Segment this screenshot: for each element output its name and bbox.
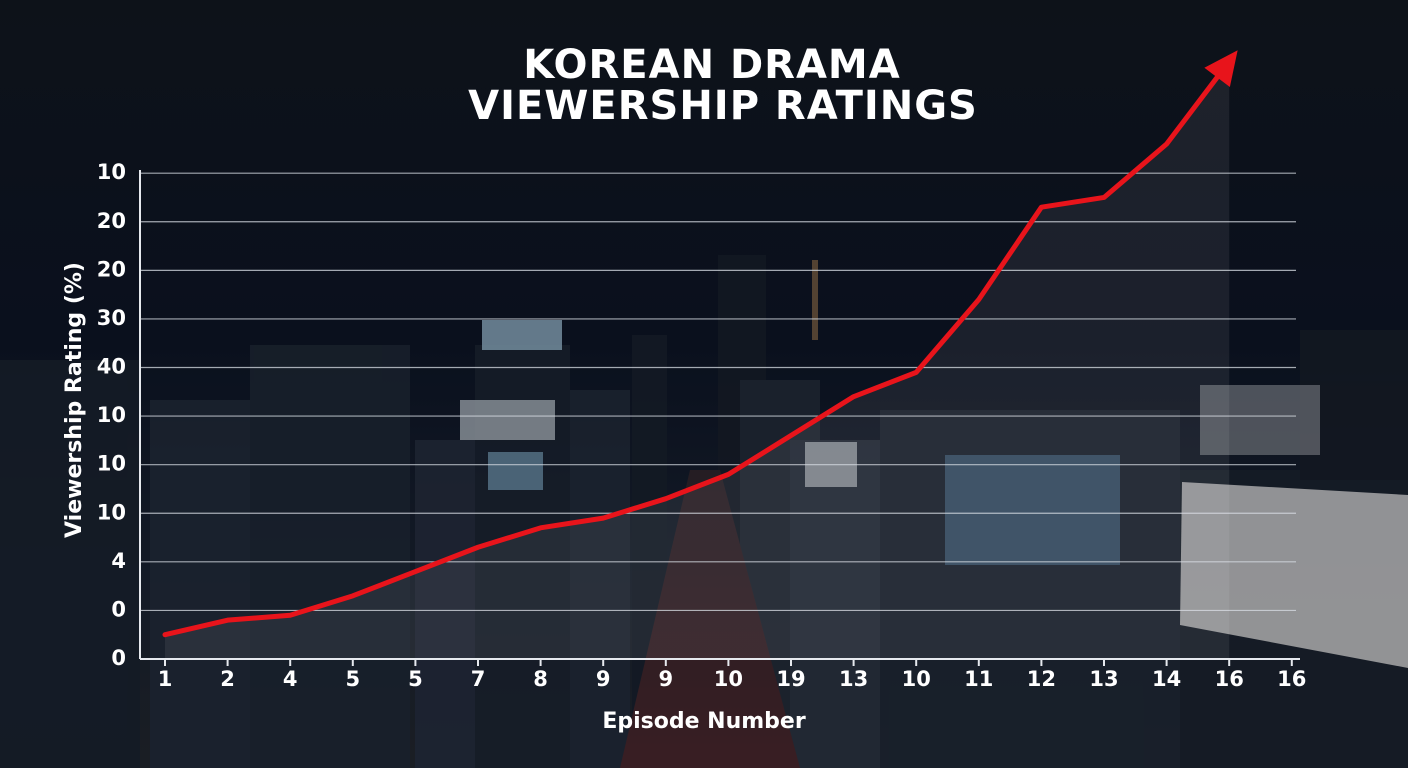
x-axis-title: Episode Number [602, 709, 806, 734]
y-tick-label: 0 [111, 597, 126, 621]
x-tick-label: 5 [345, 667, 360, 691]
x-tick-label: 8 [533, 667, 548, 691]
x-tick-label: 9 [658, 667, 673, 691]
y-tick-label: 0 [111, 646, 126, 670]
chart-title: VIEWERSHIP RATINGS [468, 83, 978, 129]
y-tick-label: 4 [111, 549, 126, 573]
line [162, 58, 1232, 638]
x-tick-label: 2 [220, 667, 235, 691]
y-tick-label: 30 [97, 306, 126, 330]
y-tick-label: 20 [97, 209, 126, 233]
x-tick-label: 13 [1089, 667, 1118, 691]
y-tick-label: 10 [97, 452, 126, 476]
arrow-head [1204, 50, 1238, 88]
x-tick-label: 5 [408, 667, 423, 691]
x-tick-label: 1 [158, 667, 173, 691]
y-tick-label: 10 [97, 160, 126, 184]
y-tick-label: 20 [97, 257, 126, 281]
x-tick-label: 16 [1277, 667, 1306, 691]
x-tick-label: 12 [1027, 667, 1056, 691]
chart-title: KOREAN DRAMA [523, 42, 900, 88]
x-tick-label: 11 [964, 667, 993, 691]
x-tick-label: 4 [283, 667, 298, 691]
y-tick-label: 10 [97, 403, 126, 427]
y-tick-label: 40 [97, 355, 126, 379]
x-tick-label: 10 [902, 667, 931, 691]
y-tick-label: 10 [97, 500, 126, 524]
line-area [165, 61, 1230, 660]
x-tick-label: 9 [596, 667, 611, 691]
x-tick-label: 13 [839, 667, 868, 691]
x-tick-label: 16 [1215, 667, 1244, 691]
x-tick-label: 10 [714, 667, 743, 691]
x-tick-label: 14 [1152, 667, 1181, 691]
y-axis-title: Viewership Rating (%) [62, 262, 87, 538]
x-tick-label: 7 [471, 667, 486, 691]
x-tick-label: 19 [776, 667, 805, 691]
